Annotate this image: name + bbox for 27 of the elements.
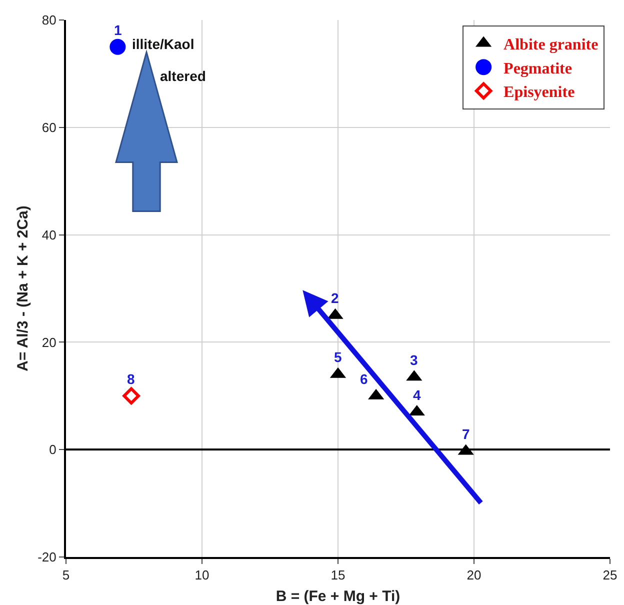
annotation: 1 [114, 22, 122, 38]
x-tick-label: 5 [62, 568, 70, 583]
annotation: altered [160, 68, 206, 84]
legend-label: Pegmatite [504, 60, 572, 78]
annotation: 6 [360, 371, 368, 387]
annotation: 8 [127, 371, 135, 387]
y-axis-title: A= Al/3 - (Na + K + 2Ca) [14, 206, 32, 372]
y-tick-label: 80 [42, 12, 56, 28]
x-tick-label: 10 [194, 568, 210, 583]
y-tick-label: 20 [42, 334, 56, 350]
point [110, 38, 126, 55]
legend-label: Albite granite [504, 36, 598, 54]
y-tick-label: -20 [38, 550, 56, 565]
y-tick-label: 0 [49, 442, 56, 458]
y-tick-label: 60 [42, 120, 56, 135]
annotation: illite/Kaol [132, 36, 194, 52]
y-tick-label: 40 [42, 227, 56, 242]
legend-label: Episyenite [504, 84, 575, 102]
x-tick-label: 15 [330, 568, 346, 583]
annotation: 5 [334, 349, 342, 365]
x-tick-label: 25 [602, 568, 618, 583]
annotation: 4 [413, 387, 421, 403]
annotation: 7 [462, 426, 470, 442]
x-tick-label: 20 [466, 568, 482, 583]
annotation: 2 [331, 290, 339, 306]
x-axis-title: B = (Fe + Mg + Ti) [276, 588, 400, 605]
annotation: 3 [410, 352, 418, 368]
